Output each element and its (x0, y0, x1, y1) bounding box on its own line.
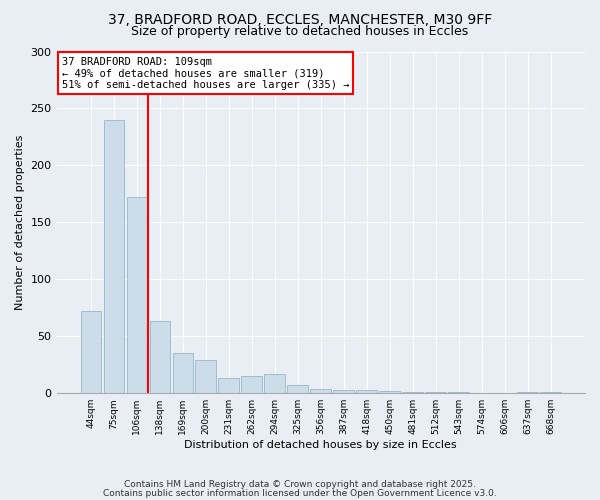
Bar (104, 120, 124, 393)
Text: 37 BRADFORD ROAD: 109sqm
← 49% of detached houses are smaller (319)
51% of semi-: 37 BRADFORD ROAD: 109sqm ← 49% of detach… (62, 56, 349, 90)
Text: Size of property relative to detached houses in Eccles: Size of property relative to detached ho… (131, 25, 469, 38)
Bar (218, 378, 239, 393)
Bar (127, 198, 147, 393)
Bar (287, 385, 308, 393)
X-axis label: Distribution of detached houses by size in Eccles: Distribution of detached houses by size … (184, 440, 457, 450)
Bar (379, 391, 400, 393)
Bar (517, 392, 538, 393)
Text: Contains HM Land Registry data © Crown copyright and database right 2025.: Contains HM Land Registry data © Crown c… (124, 480, 476, 489)
Bar (265, 374, 285, 393)
Bar (425, 392, 446, 393)
Bar (448, 392, 469, 393)
Bar (403, 392, 423, 393)
Bar (472, 392, 492, 393)
Bar (149, 322, 170, 393)
Bar (494, 392, 515, 393)
Bar (540, 392, 561, 393)
Bar (80, 311, 101, 393)
Bar (196, 360, 216, 393)
Bar (310, 388, 331, 393)
Text: Contains public sector information licensed under the Open Government Licence v3: Contains public sector information licen… (103, 489, 497, 498)
Bar (241, 376, 262, 393)
Y-axis label: Number of detached properties: Number of detached properties (15, 134, 25, 310)
Bar (173, 354, 193, 393)
Bar (334, 390, 354, 393)
Text: 37, BRADFORD ROAD, ECCLES, MANCHESTER, M30 9FF: 37, BRADFORD ROAD, ECCLES, MANCHESTER, M… (108, 12, 492, 26)
Bar (356, 390, 377, 393)
